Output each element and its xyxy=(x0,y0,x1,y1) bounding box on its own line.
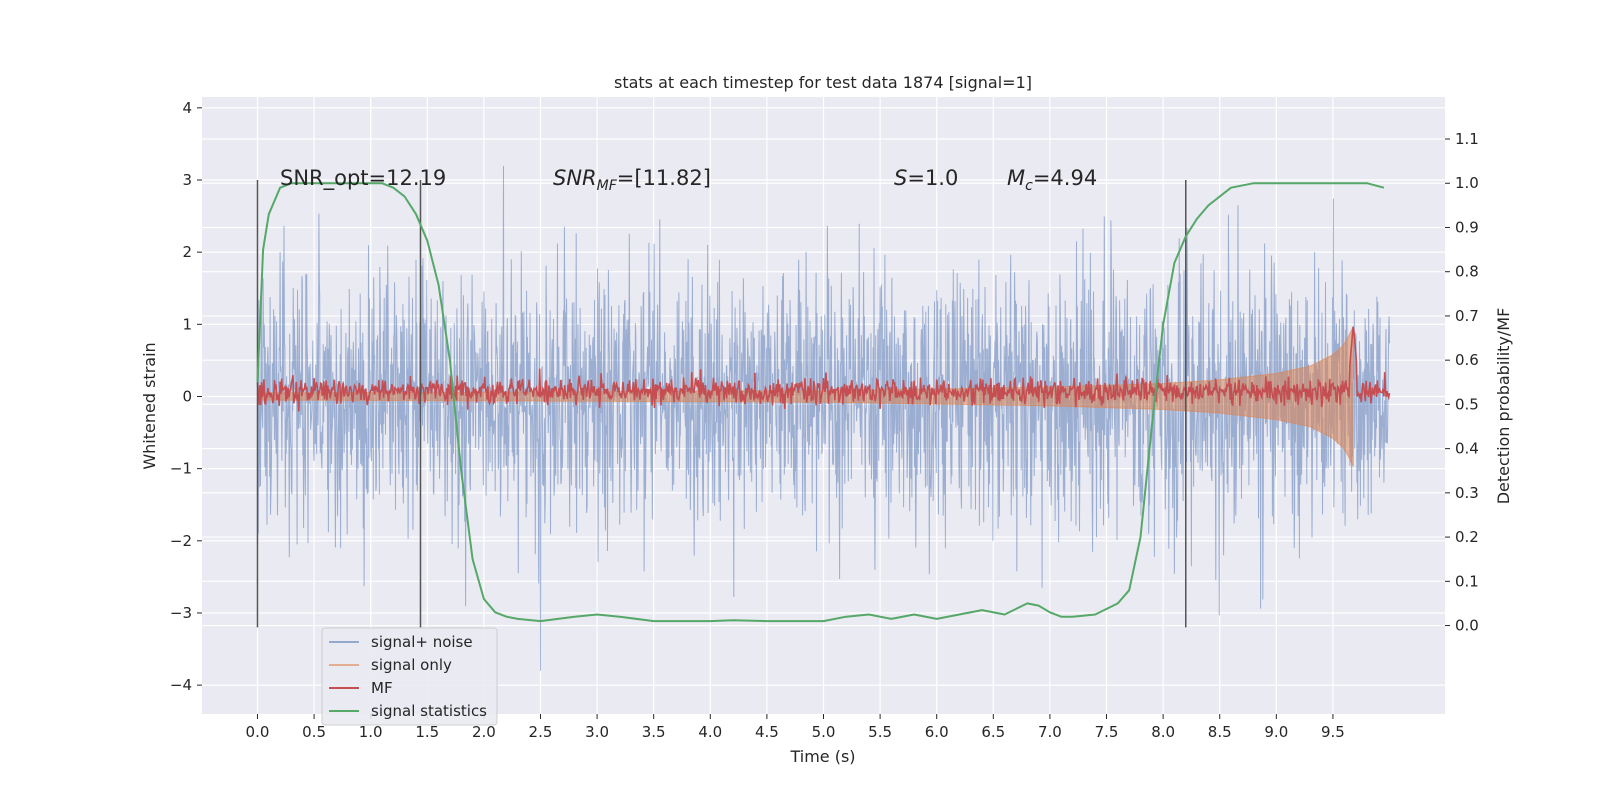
x-tick-label: 2.0 xyxy=(472,723,496,741)
y-left-tick-labels: 4 3 2 1 0 −1 −2 −3 −4 xyxy=(170,99,202,694)
y-left-tick-label: −2 xyxy=(170,532,192,550)
y-left-tick-label: −3 xyxy=(170,604,192,622)
y-right-tick-labels: 1.1 1.0 0.9 0.8 0.7 0.6 0.5 0.4 0.3 0.2 0.1 0.0 xyxy=(1445,130,1479,635)
mc-subscript: c xyxy=(1025,178,1033,194)
s-value: =1.0 xyxy=(907,166,958,190)
y-left-tick-label: 1 xyxy=(182,315,192,333)
x-tick-label: 9.5 xyxy=(1321,723,1345,741)
x-tick-label: 1.5 xyxy=(415,723,439,741)
y-right-tick-label: 0.4 xyxy=(1455,440,1479,458)
y-left-tick-label: 2 xyxy=(182,243,192,261)
series-signal-plus-noise xyxy=(257,165,1390,671)
mf-line xyxy=(256,326,1391,412)
snr-mf-value: =[11.82] xyxy=(617,166,711,190)
x-tick-label: 5.5 xyxy=(868,723,892,741)
legend-label-mf: MF xyxy=(371,679,393,697)
annotation-snr-opt: SNR_opt=12.19 xyxy=(280,166,446,191)
snr-mf-subscript: MF xyxy=(597,178,618,194)
y-left-tick-label: 4 xyxy=(182,99,192,117)
series-mf xyxy=(256,326,1391,412)
y-right-tick-label: 1.0 xyxy=(1455,174,1479,192)
x-tick-label: 4.0 xyxy=(698,723,722,741)
annotation-s: S=1.0 xyxy=(894,166,958,190)
y-axis-title-left: Whitened strain xyxy=(140,342,159,469)
y-left-tick-label: 3 xyxy=(182,171,192,189)
x-tick-label: 2.5 xyxy=(529,723,553,741)
legend-label-signal-only: signal only xyxy=(371,656,452,674)
legend-box xyxy=(321,627,498,726)
x-tick-label: 0.0 xyxy=(246,723,270,741)
y-right-tick-label: 0.3 xyxy=(1455,484,1479,502)
y-right-tick-label: 0.7 xyxy=(1455,307,1479,325)
signal-plus-noise-line xyxy=(257,165,1390,671)
x-tick-labels: 0.0 0.5 1.0 1.5 2.0 2.5 3.0 3.5 4.0 4.5 5.0 5.5 6.0 6… xyxy=(246,714,1345,741)
y-left-tick-label: 0 xyxy=(182,387,192,405)
annotation-snr-mf: SNRMF=[11.82] xyxy=(553,166,711,194)
x-tick-label: 7.5 xyxy=(1095,723,1119,741)
legend: signal+ noise signal only MF signal stat… xyxy=(321,627,498,726)
x-tick-label: 6.0 xyxy=(925,723,949,741)
x-axis-title: Time (s) xyxy=(789,747,855,766)
y-right-tick-label: 0.5 xyxy=(1455,395,1479,413)
x-tick-label: 8.0 xyxy=(1151,723,1175,741)
y-right-tick-label: 0.0 xyxy=(1455,617,1479,635)
signal-statistics-line xyxy=(256,182,1385,623)
y-left-tick-label: −4 xyxy=(170,676,192,694)
vertical-markers xyxy=(256,179,1187,628)
x-tick-label: 8.5 xyxy=(1208,723,1232,741)
y-right-tick-label: 0.2 xyxy=(1455,528,1479,546)
y-right-tick-label: 0.6 xyxy=(1455,351,1479,369)
chart-title: stats at each timestep for test data 187… xyxy=(614,73,1032,92)
legend-label-signal-statistics: signal statistics xyxy=(371,702,487,720)
x-tick-label: 1.0 xyxy=(359,723,383,741)
mc-value: =4.94 xyxy=(1033,166,1097,190)
x-tick-label: 9.0 xyxy=(1264,723,1288,741)
annotation-mc: Mc=4.94 xyxy=(1007,166,1097,194)
x-tick-label: 3.0 xyxy=(585,723,609,741)
x-tick-label: 0.5 xyxy=(302,723,326,741)
y-right-tick-label: 0.8 xyxy=(1455,263,1479,281)
s-base: S xyxy=(894,166,907,190)
legend-label-signal-plus-noise: signal+ noise xyxy=(371,633,473,651)
x-tick-label: 4.5 xyxy=(755,723,779,741)
series-signal-statistics xyxy=(256,182,1385,623)
x-tick-label: 5.0 xyxy=(812,723,836,741)
x-tick-label: 7.0 xyxy=(1038,723,1062,741)
x-tick-label: 3.5 xyxy=(642,723,666,741)
y-left-tick-label: −1 xyxy=(170,460,192,478)
x-tick-label: 6.5 xyxy=(981,723,1005,741)
y-axis-title-right: Detection probability/MF xyxy=(1494,308,1513,505)
y-right-tick-label: 1.1 xyxy=(1455,130,1479,148)
y-right-tick-label: 0.9 xyxy=(1455,218,1479,236)
snr-mf-base: SNR xyxy=(553,166,597,190)
y-right-tick-label: 0.1 xyxy=(1455,572,1479,590)
mc-base: M xyxy=(1007,166,1025,190)
